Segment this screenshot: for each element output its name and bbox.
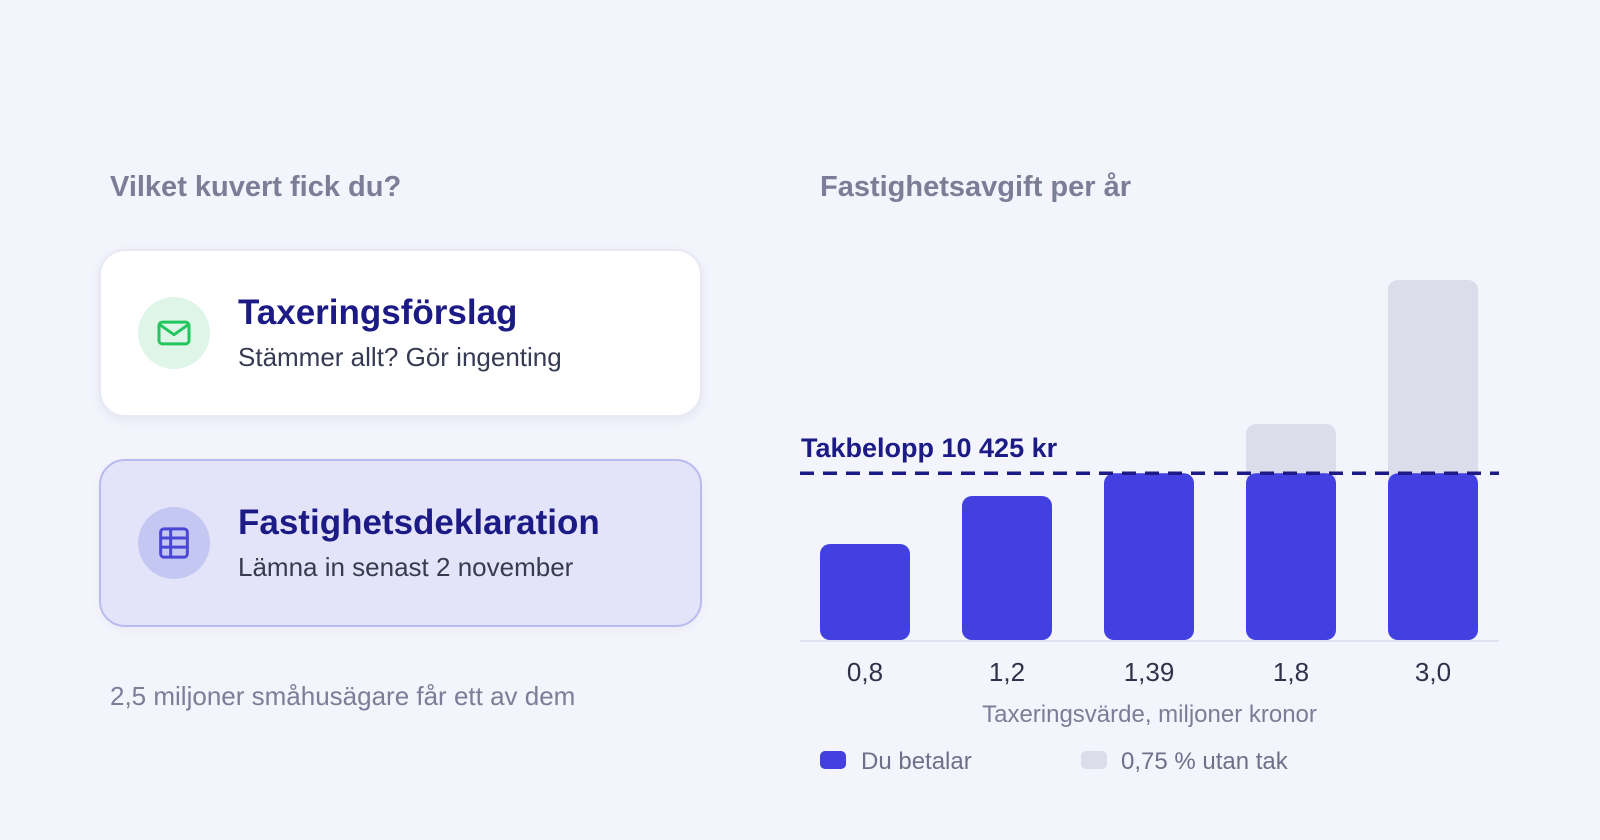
legend-label-paid: Du betalar (861, 748, 972, 775)
envelope-icon-badge (138, 297, 210, 369)
bar-paid-3 (1246, 473, 1336, 640)
x-tick-label: 3,0 (1415, 657, 1451, 687)
x-tick-label: 1,2 (989, 657, 1025, 687)
legend-label-uncapped: 0,75 % utan tak (1121, 748, 1289, 775)
chart-heading: Fastighetsavgift per år (820, 171, 1132, 203)
bar-uncapped-3 (1246, 424, 1336, 486)
x-axis-title: Taxeringsvärde, miljoner kronor (982, 701, 1317, 728)
bar-paid-1 (962, 496, 1052, 640)
envelope-question-heading: Vilket kuvert fick du? (110, 171, 402, 203)
card-title: Fastighetsdeklaration (238, 503, 600, 542)
bar-paid-0 (820, 544, 910, 640)
x-tick-label: 0,8 (847, 657, 883, 687)
envelope-icon (157, 320, 191, 346)
owners-footnote: 2,5 miljoner småhusägare får ett av dem (110, 681, 576, 711)
cap-label: Takbelopp 10 425 kr (801, 433, 1058, 463)
card-subtitle: Stämmer allt? Gör ingenting (238, 342, 562, 372)
x-tick-label: 1,8 (1273, 657, 1309, 687)
legend-swatch-uncapped (1081, 751, 1107, 769)
bar-paid-4 (1388, 473, 1478, 640)
card-title: Taxeringsförslag (238, 293, 518, 332)
bar-uncapped-4 (1388, 280, 1478, 486)
table-icon-badge (138, 507, 210, 579)
card-fastighetsdeklaration[interactable]: Fastighetsdeklaration Lämna in senast 2 … (99, 459, 702, 627)
bar-paid-2 (1104, 473, 1194, 640)
card-taxeringsforslag[interactable]: Taxeringsförslag Stämmer allt? Gör ingen… (99, 249, 702, 417)
x-tick-label: 1,39 (1124, 657, 1175, 687)
card-subtitle: Lämna in senast 2 november (238, 552, 574, 582)
legend-swatch-paid (820, 751, 846, 769)
table-icon (159, 527, 189, 559)
